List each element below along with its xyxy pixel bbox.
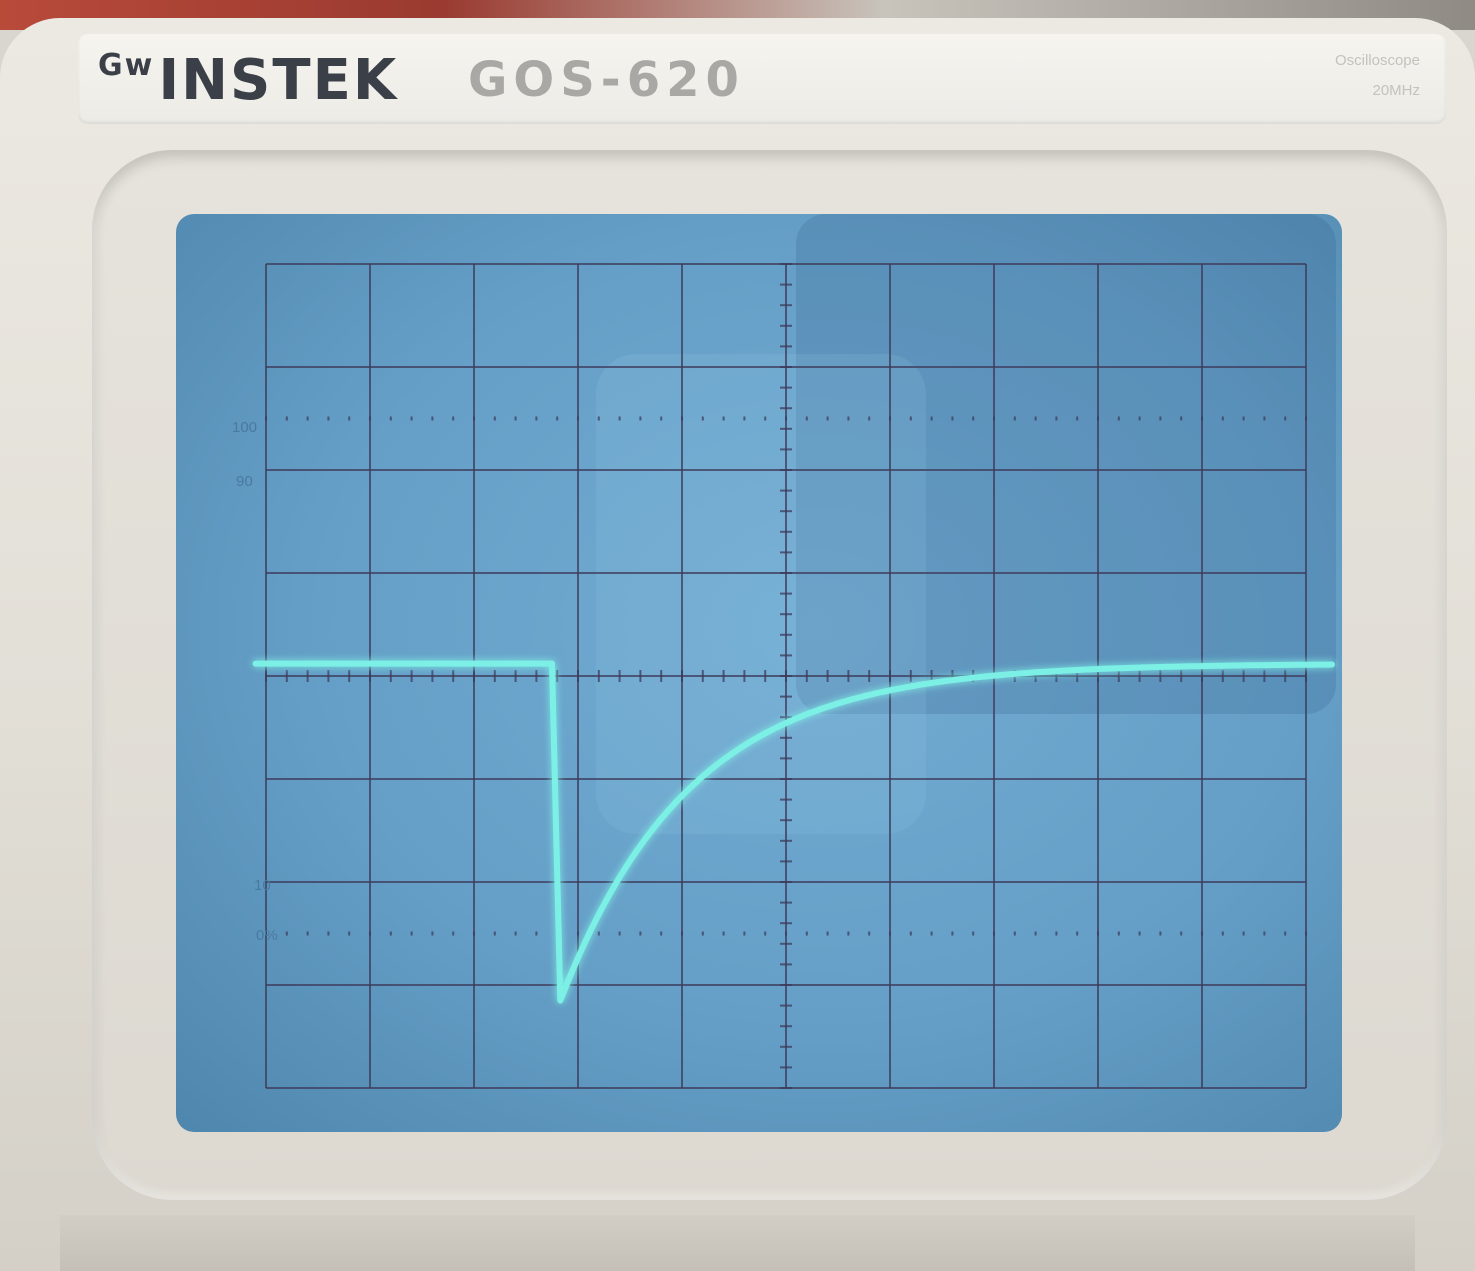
brand-logo-mark: Gw [98, 48, 155, 83]
nameplate: GwINSTEK GOS-620 Oscilloscope 20MHz [78, 34, 1446, 124]
bandwidth-label: 20MHz [1372, 82, 1420, 99]
graticule-ticks [265, 263, 1307, 1089]
graticule: 100 90 10 0% [232, 263, 1335, 1089]
instrument-type-label: Oscilloscope [1334, 52, 1420, 69]
model-label: GOS-620 [468, 52, 745, 108]
brand-logo: GwINSTEK [98, 48, 398, 113]
signal-trace [252, 660, 1335, 1004]
brand-name: INSTEK [158, 48, 399, 113]
graticule-label-100: 100 [232, 419, 257, 436]
graticule-label-90: 90 [236, 473, 253, 490]
graticule-label-10: 10 [254, 877, 271, 894]
graticule-label-0: 0% [256, 927, 278, 944]
front-panel-edge [60, 1215, 1415, 1271]
screen-reflection [596, 354, 926, 834]
instrument-info: Oscilloscope 20MHz [1335, 46, 1420, 106]
screen-reflection [796, 214, 1336, 714]
crt-screen: 100 90 10 0% [176, 214, 1342, 1132]
